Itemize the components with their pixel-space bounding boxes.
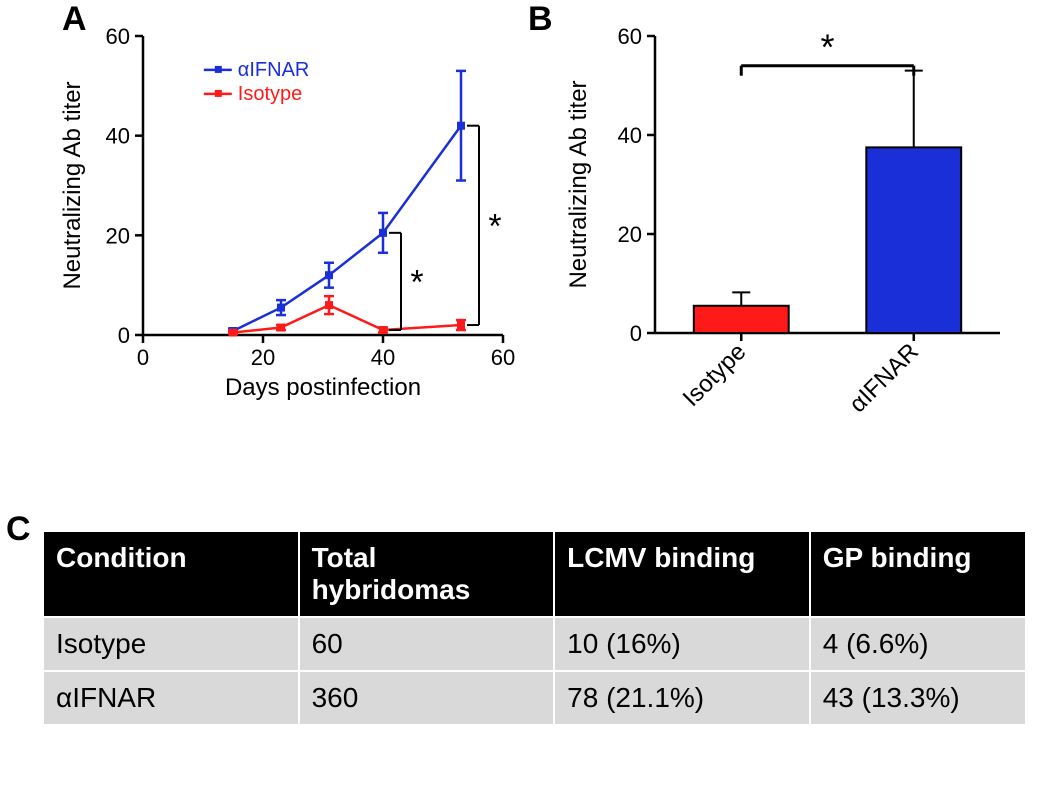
svg-text:20: 20 <box>618 222 642 247</box>
panel-label-b: B <box>528 0 553 39</box>
svg-text:60: 60 <box>106 24 130 49</box>
panel-b-bar-chart: 0 20 40 60 Neutralizing Ab titer Isotype αIFNA… <box>560 8 1030 468</box>
svg-text:Isotype: Isotype <box>678 338 752 412</box>
svg-text:0: 0 <box>118 323 130 348</box>
svg-text:*: * <box>488 207 501 245</box>
table-row: αIFNAR36078 (21.1%)43 (13.3%) <box>43 671 1026 725</box>
panel-c-table: ConditionTotalhybridomasLCMV bindingGP b… <box>42 530 1027 726</box>
table-header: Totalhybridomas <box>299 531 555 617</box>
panel-a-line-chart: 0 20 40 60 0 20 40 60 Days postinfection Neutrali… <box>58 8 518 403</box>
svg-text:40: 40 <box>106 124 130 149</box>
table-cell: 360 <box>299 671 555 725</box>
svg-text:60: 60 <box>618 24 642 49</box>
svg-text:Neutralizing Ab titer: Neutralizing Ab titer <box>565 80 592 288</box>
table-header: LCMV binding <box>554 531 810 617</box>
table-cell: 4 (6.6%) <box>810 617 1026 671</box>
table-cell: αIFNAR <box>43 671 299 725</box>
svg-text:20: 20 <box>106 223 130 248</box>
svg-text:*: * <box>820 27 834 68</box>
svg-text:Neutralizing Ab titer: Neutralizing Ab titer <box>59 81 86 289</box>
panel-label-c: C <box>6 510 31 549</box>
table-cell: 60 <box>299 617 555 671</box>
svg-text:*: * <box>410 263 423 301</box>
table-cell: Isotype <box>43 617 299 671</box>
svg-text:40: 40 <box>371 345 395 370</box>
table-cell: 10 (16%) <box>554 617 810 671</box>
svg-text:αIFNAR: αIFNAR <box>844 338 924 418</box>
table-cell: 78 (21.1%) <box>554 671 810 725</box>
svg-text:40: 40 <box>618 123 642 148</box>
svg-text:20: 20 <box>251 345 275 370</box>
table-header: GP binding <box>810 531 1026 617</box>
table-row: Isotype6010 (16%)4 (6.6%) <box>43 617 1026 671</box>
svg-text:Days postinfection: Days postinfection <box>225 374 421 401</box>
svg-text:0: 0 <box>137 345 149 370</box>
table-cell: 43 (13.3%) <box>810 671 1026 725</box>
svg-text:0: 0 <box>630 321 642 346</box>
svg-text:αIFNAR: αIFNAR <box>238 59 310 81</box>
svg-text:60: 60 <box>491 345 515 370</box>
svg-text:Isotype: Isotype <box>238 83 302 105</box>
table-header: Condition <box>43 531 299 617</box>
